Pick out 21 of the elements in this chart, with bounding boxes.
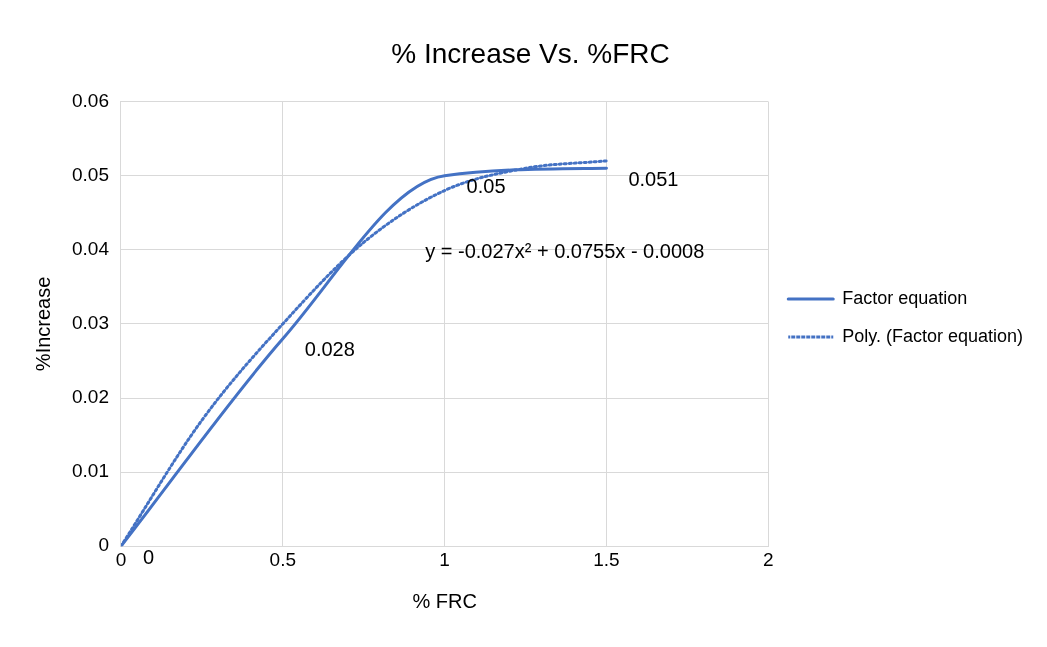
y-tick-label: 0.02 bbox=[72, 386, 109, 408]
legend-label: Factor equation bbox=[842, 287, 968, 308]
x-tick-label: 0 bbox=[115, 548, 127, 570]
x-tick-label: 1 bbox=[439, 548, 450, 570]
chart-title: % Increase Vs. %FRC bbox=[391, 37, 670, 69]
y-tick-label: 0.06 bbox=[72, 89, 109, 111]
data-label: 0.051 bbox=[628, 167, 679, 190]
x-tick-label: 1.5 bbox=[593, 548, 620, 570]
y-tick-label: 0.04 bbox=[72, 238, 110, 260]
annotation: y = -0.027x² + 0.0755x - 0.0008 bbox=[425, 240, 705, 263]
y-tick-label: 0.01 bbox=[72, 460, 109, 482]
y-tick-label: 0.05 bbox=[72, 163, 109, 185]
legend-label: Poly. (Factor equation) bbox=[842, 325, 1023, 346]
data-label: 0.028 bbox=[304, 338, 355, 361]
x-tick-label: 2 bbox=[762, 548, 774, 570]
y-axis-title: %Increase bbox=[31, 276, 54, 372]
y-tick-label: 0 bbox=[98, 534, 109, 556]
x-tick-label: 0.5 bbox=[269, 548, 297, 570]
x-axis-title: % FRC bbox=[412, 589, 477, 612]
data-label: 0.05 bbox=[466, 175, 506, 198]
y-tick-label: 0.03 bbox=[72, 312, 109, 334]
